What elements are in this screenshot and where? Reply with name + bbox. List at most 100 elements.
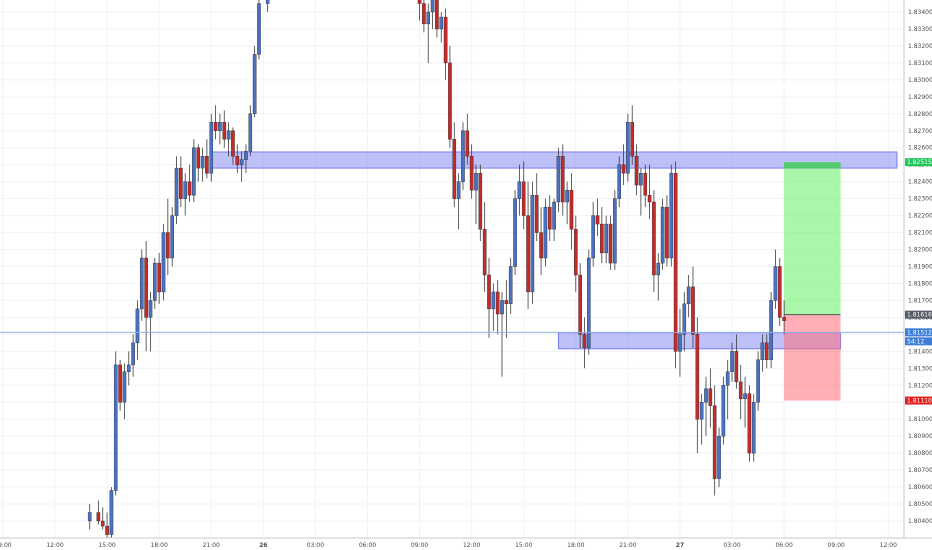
candle-body xyxy=(764,342,769,361)
current-price-badge-text: 1.81512 xyxy=(907,329,932,336)
candlestick-series xyxy=(87,0,786,538)
time-tick-label: 06:00 xyxy=(775,542,792,549)
bearish-candle xyxy=(747,385,752,462)
bearish-candle xyxy=(487,258,491,338)
candle-body xyxy=(504,300,509,305)
candle-body xyxy=(669,172,674,259)
bearish-candle xyxy=(673,161,678,369)
bullish-candle xyxy=(148,291,153,352)
price-tick-label: 1.82700 xyxy=(908,128,932,135)
time-tick-label: 06:00 xyxy=(359,542,376,549)
bullish-candle xyxy=(153,258,157,309)
bearish-candle xyxy=(448,45,452,148)
candle-body xyxy=(595,215,600,225)
price-tick-label: 1.82200 xyxy=(908,213,932,220)
price-tick-label: 1.80900 xyxy=(908,433,932,440)
bearish-candle xyxy=(157,252,161,304)
bearish-candle xyxy=(621,144,626,186)
bullish-candle xyxy=(704,376,708,437)
bearish-candle xyxy=(504,280,509,338)
candle-body xyxy=(552,201,556,230)
long-position-tool[interactable] xyxy=(784,162,841,401)
candle-body xyxy=(777,266,782,318)
candle-body xyxy=(139,257,144,310)
bullish-candle xyxy=(174,156,179,225)
price-tick-label: 1.82600 xyxy=(908,145,932,152)
bullish-candle xyxy=(109,487,114,538)
bearish-candle xyxy=(578,263,582,348)
bullish-candle xyxy=(639,168,643,216)
bar-countdown-badge-bg xyxy=(905,337,932,346)
bullish-candle xyxy=(587,249,591,355)
bullish-candle xyxy=(209,113,214,182)
loss-zone[interactable] xyxy=(784,314,841,401)
candle-body xyxy=(708,388,713,406)
candle-body xyxy=(725,371,730,386)
candle-body xyxy=(617,164,621,199)
bullish-candle xyxy=(244,144,248,174)
profit-zone[interactable] xyxy=(784,162,841,315)
price-tick-label: 1.80400 xyxy=(908,518,932,525)
candle-body xyxy=(456,181,461,199)
bearish-candle xyxy=(582,317,587,369)
price-axis-background xyxy=(904,0,932,550)
bearish-candle xyxy=(118,359,122,411)
bullish-candle xyxy=(725,359,730,420)
candle-body xyxy=(205,156,209,174)
bullish-candle xyxy=(682,291,687,352)
candle-body xyxy=(734,351,739,383)
bearish-candle xyxy=(539,207,543,275)
candle-body xyxy=(231,130,235,157)
bearish-candle xyxy=(179,156,183,208)
candle-body xyxy=(508,266,513,305)
bearish-candle xyxy=(422,0,426,33)
candle-body xyxy=(534,195,539,233)
candle-body xyxy=(192,147,196,196)
candle-body xyxy=(656,262,661,276)
bearish-candle xyxy=(764,334,769,369)
candle-body xyxy=(721,385,726,437)
bullish-candle xyxy=(192,139,196,203)
candle-body xyxy=(226,130,231,140)
bearish-candle xyxy=(495,280,500,335)
candle-body xyxy=(113,364,118,491)
candle-body xyxy=(417,0,422,4)
time-tick-label: 12:00 xyxy=(463,542,480,549)
bearish-candle xyxy=(478,164,483,242)
price-tick-label: 1.80500 xyxy=(908,501,932,508)
candle-body xyxy=(530,195,535,293)
candle-body xyxy=(252,54,257,115)
candle-body xyxy=(695,334,700,420)
bearish-candle xyxy=(630,105,635,165)
candle-body xyxy=(686,286,691,305)
bearish-candle xyxy=(600,207,604,264)
candle-body xyxy=(118,364,122,403)
candle-body xyxy=(153,262,157,301)
time-tick-label: 21:00 xyxy=(619,542,636,549)
time-axis[interactable]: 09:00 12:00 15:00 18:00 21:00 26 03:00 06:00 09:… xyxy=(0,542,897,549)
time-tick-label: 09:00 xyxy=(0,542,12,549)
bearish-candle xyxy=(166,198,170,275)
candle-body xyxy=(109,490,114,535)
price-axis[interactable]: 1.83400 1.83300 1.83200 1.83100 1.83000 1.829… xyxy=(908,9,932,525)
bullish-candle xyxy=(122,363,127,420)
bullish-candle xyxy=(513,190,517,275)
bullish-candle xyxy=(265,0,270,12)
bullish-candle xyxy=(686,274,691,318)
current-price-badge: 1.81512 xyxy=(905,328,932,337)
bearish-candle xyxy=(231,127,235,165)
candle-body xyxy=(443,16,448,64)
candle-body xyxy=(482,228,487,276)
bearish-candle xyxy=(100,507,105,530)
bullish-candle xyxy=(126,351,131,386)
price-tick-label: 1.81700 xyxy=(908,297,932,304)
bullish-candle xyxy=(556,147,561,213)
candle-body xyxy=(126,364,131,372)
candle-body xyxy=(521,181,526,216)
candle-body xyxy=(469,156,474,191)
bullish-candle xyxy=(252,45,257,118)
bullish-candle xyxy=(543,198,548,267)
